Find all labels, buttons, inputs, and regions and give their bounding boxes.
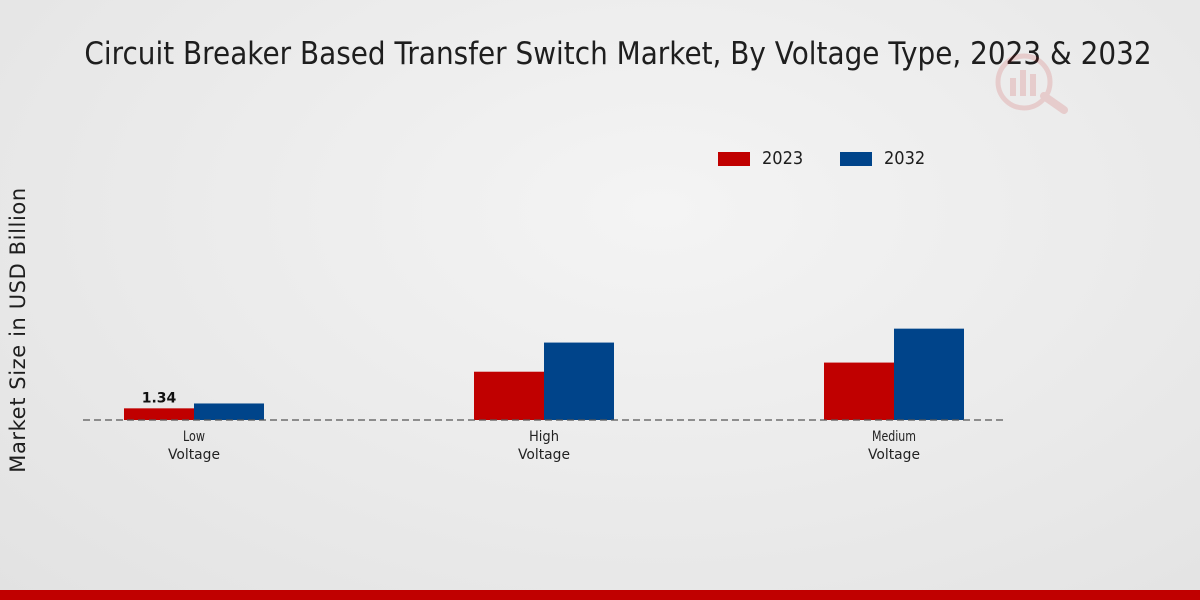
legend-label-2032: 2032 [883,148,926,169]
chart-legend: 2023 2032 [718,148,962,169]
legend-swatch-2032 [839,151,872,166]
x-tick-label-high-voltage: High Voltage [518,429,570,463]
bottom-accent-bar [0,590,1200,600]
legend-item-2023[interactable]: 2023 [718,148,808,169]
bar-medium-voltage-2023[interactable] [824,362,894,420]
legend-item-2032[interactable]: 2032 [839,148,930,169]
legend-label-2023: 2023 [762,148,804,169]
bar-high-voltage-2032[interactable] [544,342,614,420]
brand-watermark-icon [995,53,1068,114]
bar-low-voltage-2023[interactable] [124,408,194,420]
chart-title: Circuit Breaker Based Transfer Switch Ma… [84,36,1152,72]
data-label-2023-0: 1.34 [142,390,177,406]
x-tick-label-medium-voltage: Medium Voltage [868,429,920,463]
legend-swatch-2023 [718,151,750,166]
bar-medium-voltage-2032[interactable] [894,328,964,420]
x-tick-label-low-voltage: Low Voltage [168,429,220,463]
bar-low-voltage-2032[interactable] [194,403,264,420]
bar-high-voltage-2023[interactable] [474,371,544,420]
